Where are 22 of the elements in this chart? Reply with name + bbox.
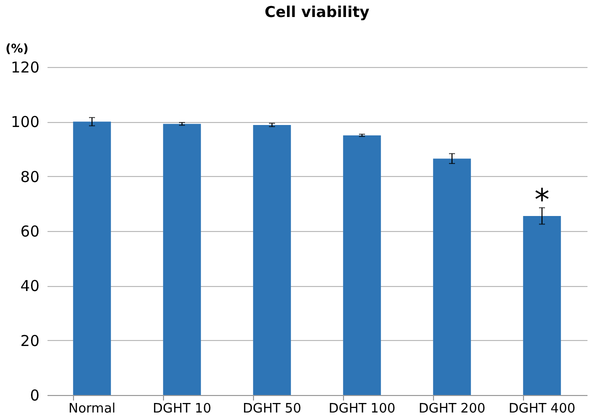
y-tick-label: 20	[20, 332, 40, 350]
y-tick-label: 40	[20, 277, 40, 296]
chart-title: Cell viability	[264, 3, 370, 21]
y-tick-label: 120	[10, 58, 40, 76]
y-tick-label: 0	[30, 386, 40, 404]
y-tick-label: 80	[20, 168, 40, 186]
bar	[523, 216, 561, 395]
bar	[433, 158, 471, 395]
y-tick-label: 100	[10, 113, 40, 132]
annotation: *	[534, 182, 550, 218]
x-tick-label: DGHT 200	[418, 402, 486, 416]
bar	[73, 122, 111, 395]
x-tick-label: DGHT 400	[508, 402, 576, 416]
x-tick-label: DGHT 100	[328, 402, 396, 416]
bar	[343, 135, 381, 395]
x-tick-label: DGHT 10	[152, 402, 212, 416]
bar	[253, 124, 291, 395]
y-tick-label: 60	[20, 222, 40, 240]
x-tick-label: Normal	[68, 402, 116, 416]
bar	[163, 124, 201, 395]
x-tick-label: DGHT 50	[242, 402, 302, 416]
y-axis-title: (%)	[6, 42, 28, 56]
